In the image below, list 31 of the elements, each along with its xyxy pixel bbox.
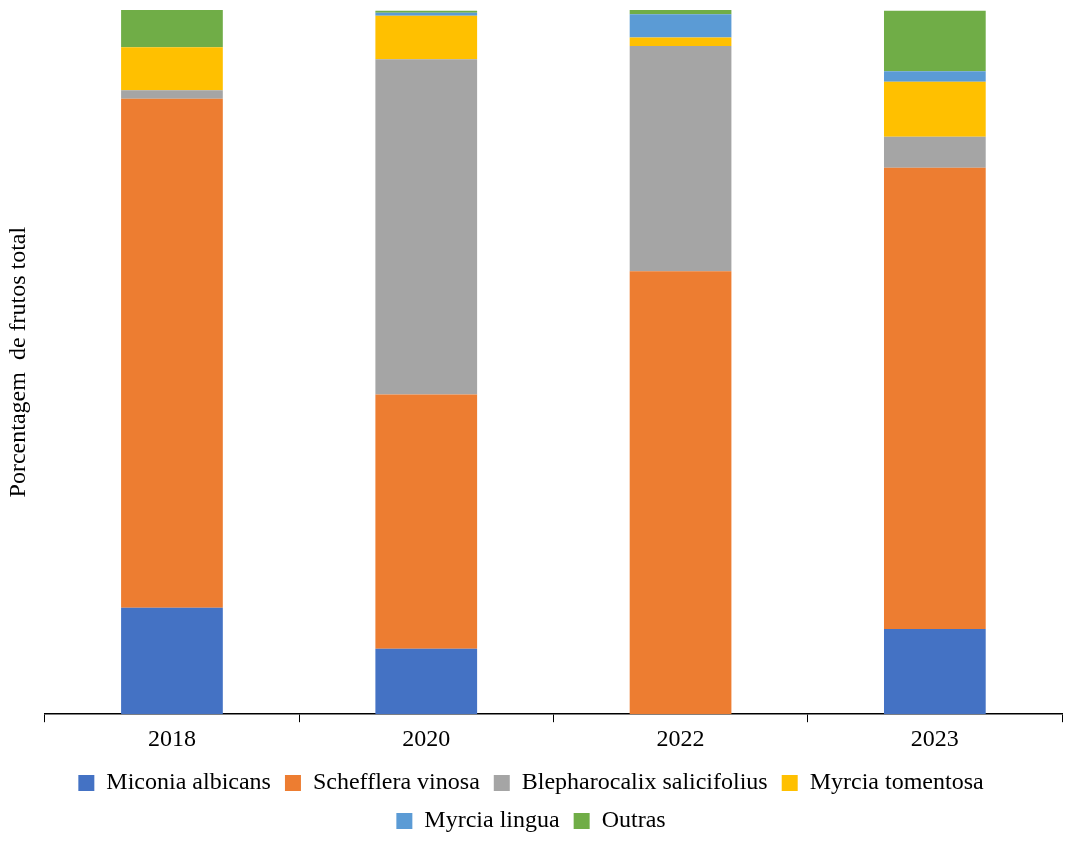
bar [121, 10, 223, 48]
bar [629, 10, 732, 15]
bar [883, 81, 986, 137]
bar [629, 14, 732, 38]
bar [375, 648, 478, 715]
x-tick-label: 2023 [910, 724, 959, 751]
bar [629, 37, 732, 46]
legend-label: Blepharocalix salicifolius [521, 768, 768, 795]
y-axis-title: Porcentagem de frutos total [3, 226, 30, 498]
legend-label: Miconia albicans [106, 768, 271, 795]
bar [375, 15, 478, 60]
bar [883, 71, 986, 82]
bar [883, 167, 986, 629]
bar [883, 136, 986, 168]
x-tick-label: 2022 [656, 724, 705, 751]
bar [883, 10, 986, 72]
bar [629, 271, 732, 715]
legend-label: Myrcia lingua [424, 806, 560, 833]
bar [375, 394, 478, 649]
x-tick-label: 2020 [402, 724, 451, 751]
legend-label: Schefflera vinosa [312, 768, 481, 795]
x-tick-label: 2018 [147, 724, 196, 751]
bar [121, 607, 223, 715]
bar [375, 59, 478, 395]
legend-label: Myrcia tomentosa [809, 768, 985, 795]
legend-label: Outras [601, 806, 666, 833]
bar [883, 628, 986, 715]
bar [121, 98, 223, 608]
bar [121, 47, 223, 91]
bar [121, 90, 223, 99]
bar [629, 45, 732, 272]
